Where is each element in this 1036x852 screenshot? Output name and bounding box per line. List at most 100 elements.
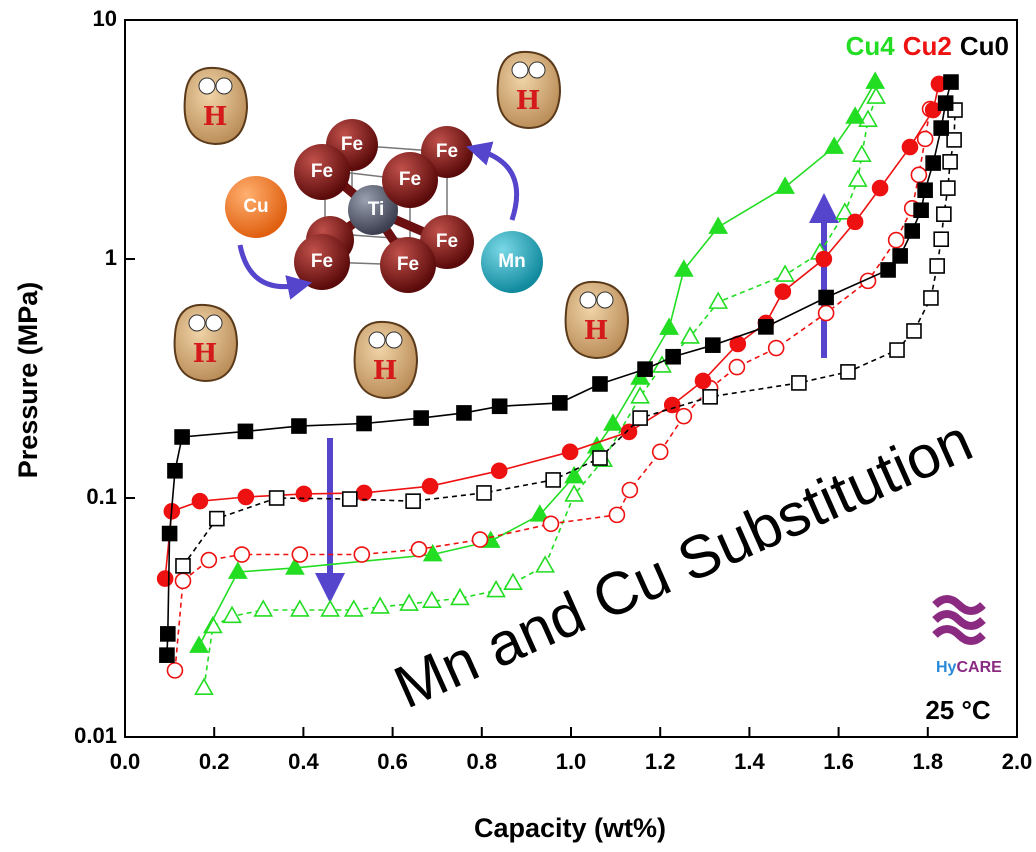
atom-label: Fe xyxy=(436,231,458,252)
point xyxy=(661,319,678,334)
mascot-eye xyxy=(369,332,385,348)
point xyxy=(175,430,189,444)
x-tick-label: 2.0 xyxy=(1002,749,1033,774)
mascot-eye xyxy=(189,315,205,331)
point xyxy=(343,492,357,506)
point xyxy=(414,411,428,425)
point xyxy=(849,171,866,186)
point xyxy=(633,411,647,425)
point xyxy=(914,203,928,217)
mascot-eye xyxy=(206,315,222,331)
point xyxy=(926,156,940,170)
point xyxy=(666,350,680,364)
x-tick-label: 1.6 xyxy=(823,749,854,774)
point xyxy=(893,249,907,263)
point xyxy=(706,338,720,352)
point xyxy=(867,73,884,88)
point xyxy=(357,485,372,500)
point xyxy=(563,444,578,459)
x-axis-title: Capacity (wt%) xyxy=(474,813,666,843)
point xyxy=(609,507,624,522)
mascot-eye xyxy=(199,78,215,94)
point xyxy=(255,601,272,616)
point xyxy=(229,563,246,578)
point xyxy=(543,516,558,531)
point xyxy=(939,96,953,110)
point xyxy=(372,598,389,613)
point xyxy=(848,214,863,229)
point xyxy=(902,140,917,155)
point xyxy=(167,663,182,678)
point xyxy=(593,451,607,465)
point xyxy=(176,559,190,573)
point xyxy=(357,416,371,430)
point xyxy=(826,138,843,153)
point xyxy=(676,409,691,424)
point xyxy=(234,547,249,562)
point xyxy=(604,415,621,430)
point xyxy=(941,181,955,195)
point xyxy=(621,424,636,439)
atom-label: Fe xyxy=(311,251,333,272)
logo-text: HyCARE xyxy=(936,659,1002,676)
point xyxy=(160,648,174,662)
y-tick-label: 1 xyxy=(105,245,117,270)
point xyxy=(777,178,794,193)
point xyxy=(729,360,744,375)
point xyxy=(210,512,224,526)
legend-entry: Cu0 xyxy=(960,31,1009,61)
point xyxy=(943,155,957,169)
point xyxy=(161,627,175,641)
x-tick-label: 0.6 xyxy=(377,749,408,774)
point xyxy=(816,252,831,267)
point xyxy=(195,679,212,694)
x-tick-label: 1.0 xyxy=(556,749,587,774)
mascot-eye xyxy=(386,332,402,348)
point xyxy=(769,341,784,356)
y-tick-label: 0.01 xyxy=(74,723,117,748)
point xyxy=(401,595,418,610)
point xyxy=(158,571,173,586)
point xyxy=(292,547,307,562)
point xyxy=(890,343,904,357)
mascot-eye xyxy=(216,78,232,94)
point xyxy=(423,592,440,607)
atom-label: Fe xyxy=(341,134,363,155)
x-tick-label: 1.2 xyxy=(645,749,676,774)
point xyxy=(493,399,507,413)
mascot-eye xyxy=(580,292,596,308)
x-tick-label: 0.0 xyxy=(110,749,141,774)
point xyxy=(423,479,438,494)
point xyxy=(911,167,926,182)
point xyxy=(638,362,652,376)
logo: HyCARE xyxy=(935,599,1002,676)
point xyxy=(291,601,308,616)
legend: Cu0Cu2Cu4 xyxy=(846,31,1009,61)
point xyxy=(537,557,554,572)
point xyxy=(292,419,306,433)
legend-entry: Cu2 xyxy=(903,31,952,61)
point xyxy=(710,218,727,233)
point xyxy=(907,324,921,338)
x-tick-label: 1.4 xyxy=(734,749,765,774)
point xyxy=(593,377,607,391)
point xyxy=(759,320,773,334)
mascot-label: H xyxy=(203,102,228,132)
point xyxy=(168,464,182,478)
annotation: 25 °C xyxy=(925,695,991,725)
point xyxy=(873,181,888,196)
arrow xyxy=(478,150,517,220)
point xyxy=(322,601,339,616)
point xyxy=(905,224,919,238)
point xyxy=(918,131,933,146)
point xyxy=(841,365,855,379)
x-tick-label: 1.8 xyxy=(913,749,944,774)
logo-part: CARE xyxy=(956,659,1002,676)
point xyxy=(703,390,717,404)
point xyxy=(457,406,471,420)
mascot-label: H xyxy=(584,316,609,346)
point xyxy=(477,486,491,500)
x-tick-label: 0.4 xyxy=(288,749,319,774)
point xyxy=(270,491,284,505)
point xyxy=(819,306,834,321)
